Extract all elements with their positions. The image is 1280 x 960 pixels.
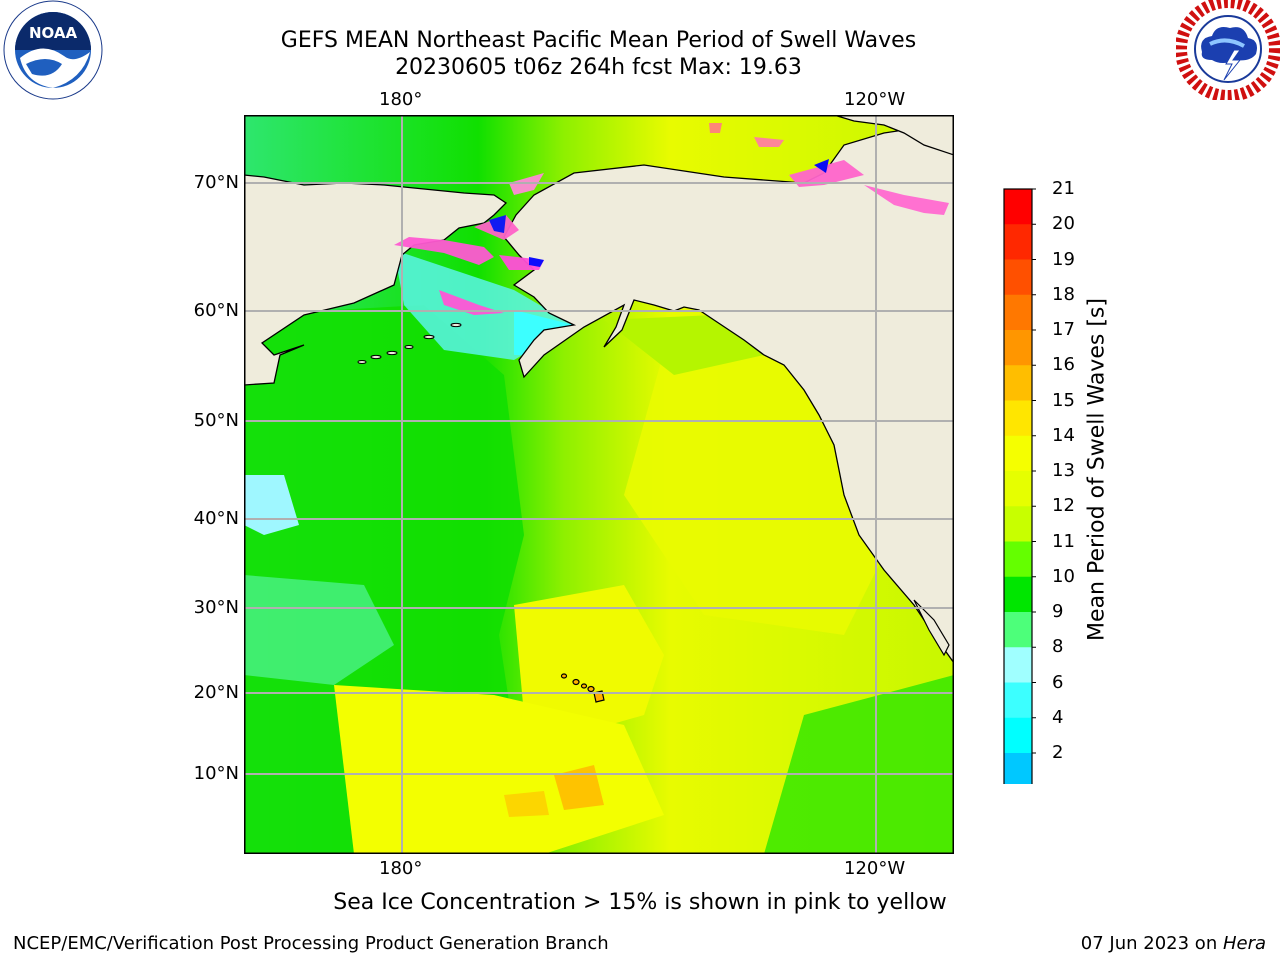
colorbar-tick-label: 14 — [1052, 424, 1075, 446]
colorbar-swatch — [1004, 330, 1032, 366]
lat-tick-40n: 40°N — [193, 508, 239, 529]
footer-producer: NCEP/EMC/Verification Post Processing Pr… — [13, 933, 609, 954]
footer-date: 07 Jun 2023 on Hera — [1081, 933, 1266, 954]
colorbar-swatch — [1004, 612, 1032, 648]
lon-tick-top-120w: 120°W — [844, 89, 906, 110]
sea-ice-note: Sea Ice Concentration > 15% is shown in … — [333, 890, 947, 915]
swell-region-south-yellow — [334, 685, 664, 854]
colorbar-swatch — [1004, 435, 1032, 472]
lat-tick-60n: 60°N — [193, 300, 239, 321]
swell-region-southeast-green — [764, 675, 954, 854]
colorbar-tick-label: 11 — [1052, 530, 1075, 552]
colorbar-swatch — [1004, 541, 1032, 578]
lat-tick-70n: 70°N — [193, 172, 239, 193]
colorbar — [1003, 188, 1036, 784]
colorbar-swatch — [1004, 224, 1032, 261]
colorbar-tick-label: 2 — [1052, 742, 1064, 763]
noaa-logo-icon: NOAA — [3, 0, 103, 100]
colorbar-swatch — [1004, 506, 1032, 543]
nws-logo-icon — [1176, 0, 1280, 100]
lat-tick-50n: 50°N — [193, 410, 239, 431]
swell-region-west-light — [244, 575, 394, 685]
land-baja — [913, 599, 950, 657]
footer-host: Hera — [1222, 933, 1266, 954]
colorbar-tick-label: 6 — [1052, 671, 1064, 693]
colorbar-tick-label: 15 — [1052, 389, 1075, 411]
colorbar-tick-label: 17 — [1052, 319, 1075, 340]
colorbar-tick-label: 8 — [1052, 636, 1064, 658]
land-arctic-islands — [833, 115, 954, 156]
colorbar-swatch — [1004, 717, 1032, 754]
lon-tick-bottom-120w: 120°W — [844, 858, 906, 879]
lon-tick-bottom-180: 180° — [379, 858, 423, 879]
hawaiian-islands — [560, 673, 605, 703]
colorbar-swatch — [1004, 647, 1032, 684]
sea-ice-overlay — [394, 123, 949, 315]
aleutian-islands — [357, 322, 462, 364]
colorbar-tick-label: 16 — [1052, 354, 1075, 376]
colorbar-tick-label: 12 — [1052, 495, 1075, 517]
colorbar-tick-label: 18 — [1052, 283, 1075, 305]
land-north-america — [503, 126, 954, 665]
colorbar-tick-label: 9 — [1052, 601, 1064, 622]
colorbar-swatch — [1004, 400, 1032, 437]
lat-tick-10n: 10°N — [193, 763, 239, 784]
swell-region-orange — [554, 765, 604, 810]
lon-tick-top-180: 180° — [379, 89, 423, 110]
colorbar-swatch — [1004, 189, 1032, 225]
noaa-logo-text: NOAA — [29, 24, 78, 42]
colorbar-swatch — [1004, 576, 1032, 613]
colorbar-tick-label: 13 — [1052, 460, 1075, 481]
colorbar-swatch — [1004, 259, 1032, 296]
graticule — [244, 115, 954, 854]
colorbar-swatch — [1004, 753, 1032, 784]
chart-subtitle: 20230605 t06z 264h fcst Max: 19.63 — [395, 55, 802, 80]
colorbar-tick-label: 20 — [1052, 213, 1075, 235]
colorbar-tick-label: 21 — [1052, 178, 1075, 199]
swell-region-central-yellow — [514, 585, 664, 735]
colorbar-swatch — [1004, 365, 1032, 402]
colorbar-swatch — [1004, 294, 1032, 331]
footer-date-text: 07 Jun 2023 on — [1080, 933, 1223, 954]
colorbar-swatch — [1004, 471, 1032, 507]
swell-region-orange-2 — [504, 791, 549, 817]
chart-title: GEFS MEAN Northeast Pacific Mean Period … — [280, 28, 917, 53]
swell-region-gulf — [604, 315, 764, 375]
colorbar-swatch — [1004, 682, 1032, 719]
lat-tick-30n: 30°N — [193, 597, 239, 618]
colorbar-tick-label: 19 — [1052, 248, 1075, 270]
colorbar-tick-label: 10 — [1052, 565, 1075, 587]
swell-period-map — [244, 115, 954, 854]
lat-tick-20n: 20°N — [193, 682, 239, 703]
map-frame — [244, 115, 954, 854]
colorbar-tick-label: 4 — [1052, 706, 1064, 728]
